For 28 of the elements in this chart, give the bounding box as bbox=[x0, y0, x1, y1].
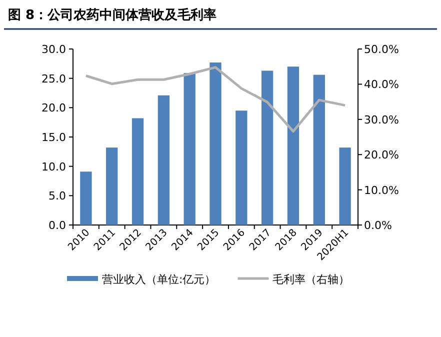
bar bbox=[210, 62, 222, 225]
line-series bbox=[84, 66, 346, 133]
y-tick-label: 5.0 bbox=[48, 190, 66, 203]
bar bbox=[132, 118, 144, 225]
bar bbox=[287, 66, 300, 225]
y-tick-label: 25.0 bbox=[42, 72, 66, 86]
bar bbox=[313, 74, 325, 225]
y-tick-label: 15.0 bbox=[42, 131, 66, 144]
bar bbox=[158, 95, 170, 225]
y-tick-label: 30.0 bbox=[42, 43, 66, 56]
bar bbox=[80, 172, 92, 225]
bar bbox=[106, 148, 118, 225]
legend-label: 毛利率（右轴） bbox=[272, 273, 350, 286]
y2-tick-label: 10.0% bbox=[364, 184, 399, 197]
chart-title: 图 8：公司农药中间体营收及毛利率 bbox=[8, 7, 217, 23]
bar bbox=[184, 73, 196, 225]
bar bbox=[261, 70, 274, 225]
y2-tick-label: 30.0% bbox=[364, 113, 399, 126]
y-tick-label: 0.0 bbox=[48, 219, 66, 232]
y2-tick-label: 50.0% bbox=[364, 43, 399, 56]
legend-label: 营业收入（单位:亿元） bbox=[102, 273, 216, 286]
y2-tick-label: 40.0% bbox=[364, 78, 399, 92]
bar bbox=[236, 110, 248, 225]
y2-tick-label: 20.0% bbox=[364, 148, 399, 162]
bar bbox=[339, 148, 351, 225]
y-tick-label: 10.0 bbox=[42, 160, 66, 174]
y2-tick-label: 0.0% bbox=[364, 219, 392, 232]
y-tick-label: 20.0 bbox=[42, 102, 66, 115]
